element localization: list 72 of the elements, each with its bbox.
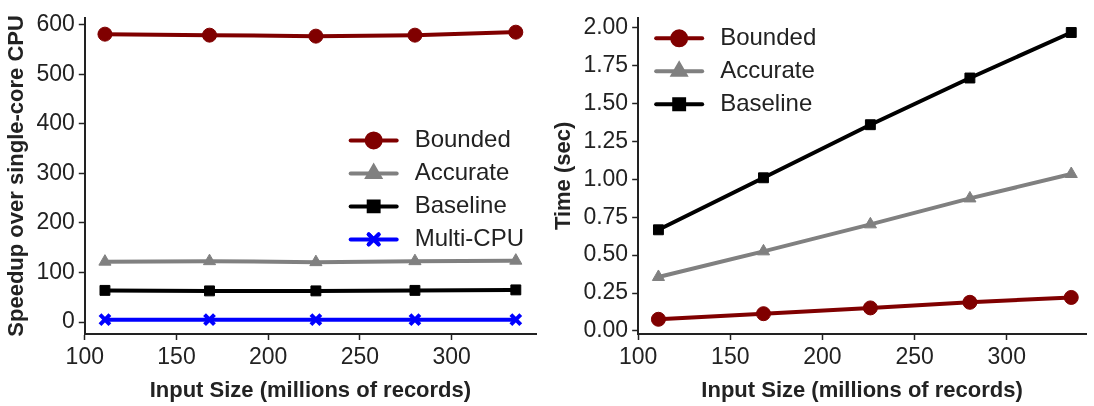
point [202, 27, 217, 43]
point [963, 190, 977, 203]
x-axis-title: Input Size (millions of records) [701, 376, 1023, 402]
point [864, 119, 876, 131]
y-tick-label: 600 [36, 10, 75, 37]
y-tick-label: 2.00 [583, 13, 629, 39]
point [98, 312, 112, 327]
point [308, 312, 323, 327]
y-tick-label: 200 [36, 208, 75, 235]
point [97, 26, 113, 42]
y-tick-label: 100 [36, 257, 75, 284]
y-tick-label: 0 [61, 307, 75, 334]
y-tick-label: 1.25 [583, 126, 629, 153]
point [508, 312, 523, 327]
y-tick-label: 0.75 [583, 202, 629, 229]
x-tick-label: 100 [618, 343, 658, 370]
point [756, 243, 771, 256]
y-tick-label: 0.00 [583, 316, 629, 343]
x-tick-label: 250 [895, 343, 934, 370]
point [204, 285, 215, 297]
y-axis-title: Speedup over single-core CPU [3, 15, 29, 337]
legend-label: Baseline [720, 88, 813, 116]
point [310, 285, 322, 297]
point [308, 28, 324, 44]
point [650, 311, 666, 327]
x-tick-label: 200 [803, 343, 842, 370]
x-tick-label: 150 [711, 343, 750, 370]
y-tick-label: 0.50 [583, 240, 629, 267]
y-tick-label: 300 [36, 158, 75, 185]
point [1065, 27, 1077, 38]
point [98, 254, 112, 266]
y-axis-title: Time (sec) [550, 121, 576, 231]
point [407, 312, 422, 327]
point [202, 312, 217, 327]
point [651, 269, 665, 281]
x-axis-title: Input Size (millions of records) [149, 376, 472, 402]
legend-label: Baseline [414, 191, 507, 219]
y-tick-label: 400 [36, 109, 75, 136]
y-tick-label: 1.50 [583, 88, 629, 115]
x-tick-label: 300 [987, 343, 1026, 370]
point [508, 24, 524, 40]
point [99, 284, 111, 296]
point [510, 284, 522, 296]
point [755, 306, 771, 322]
point [408, 253, 422, 266]
y-tick-label: 1.75 [583, 50, 629, 77]
point [409, 284, 421, 296]
point [1064, 166, 1078, 178]
x-tick-label: 100 [65, 343, 104, 370]
legend-label: Accurate [720, 55, 815, 83]
legend-label: Bounded [414, 125, 511, 153]
point [758, 172, 769, 184]
x-tick-label: 250 [340, 343, 380, 370]
point [407, 27, 423, 43]
point [509, 253, 523, 265]
x-tick-label: 200 [249, 343, 288, 370]
point [1063, 289, 1079, 305]
x-tick-label: 300 [432, 343, 471, 370]
point [202, 253, 217, 266]
y-tick-label: 500 [36, 59, 75, 86]
y-tick-label: 1.00 [583, 164, 629, 191]
point [652, 224, 664, 236]
y-tick-label: 0.25 [583, 278, 629, 305]
point [863, 216, 877, 229]
x-tick-label: 150 [157, 343, 196, 370]
legend-label: Bounded [720, 22, 817, 50]
point [962, 294, 978, 310]
point [862, 300, 878, 316]
legend-label: Accurate [414, 158, 510, 186]
legend-label: Multi-CPU [414, 224, 525, 252]
point [309, 254, 323, 267]
point [964, 72, 976, 84]
